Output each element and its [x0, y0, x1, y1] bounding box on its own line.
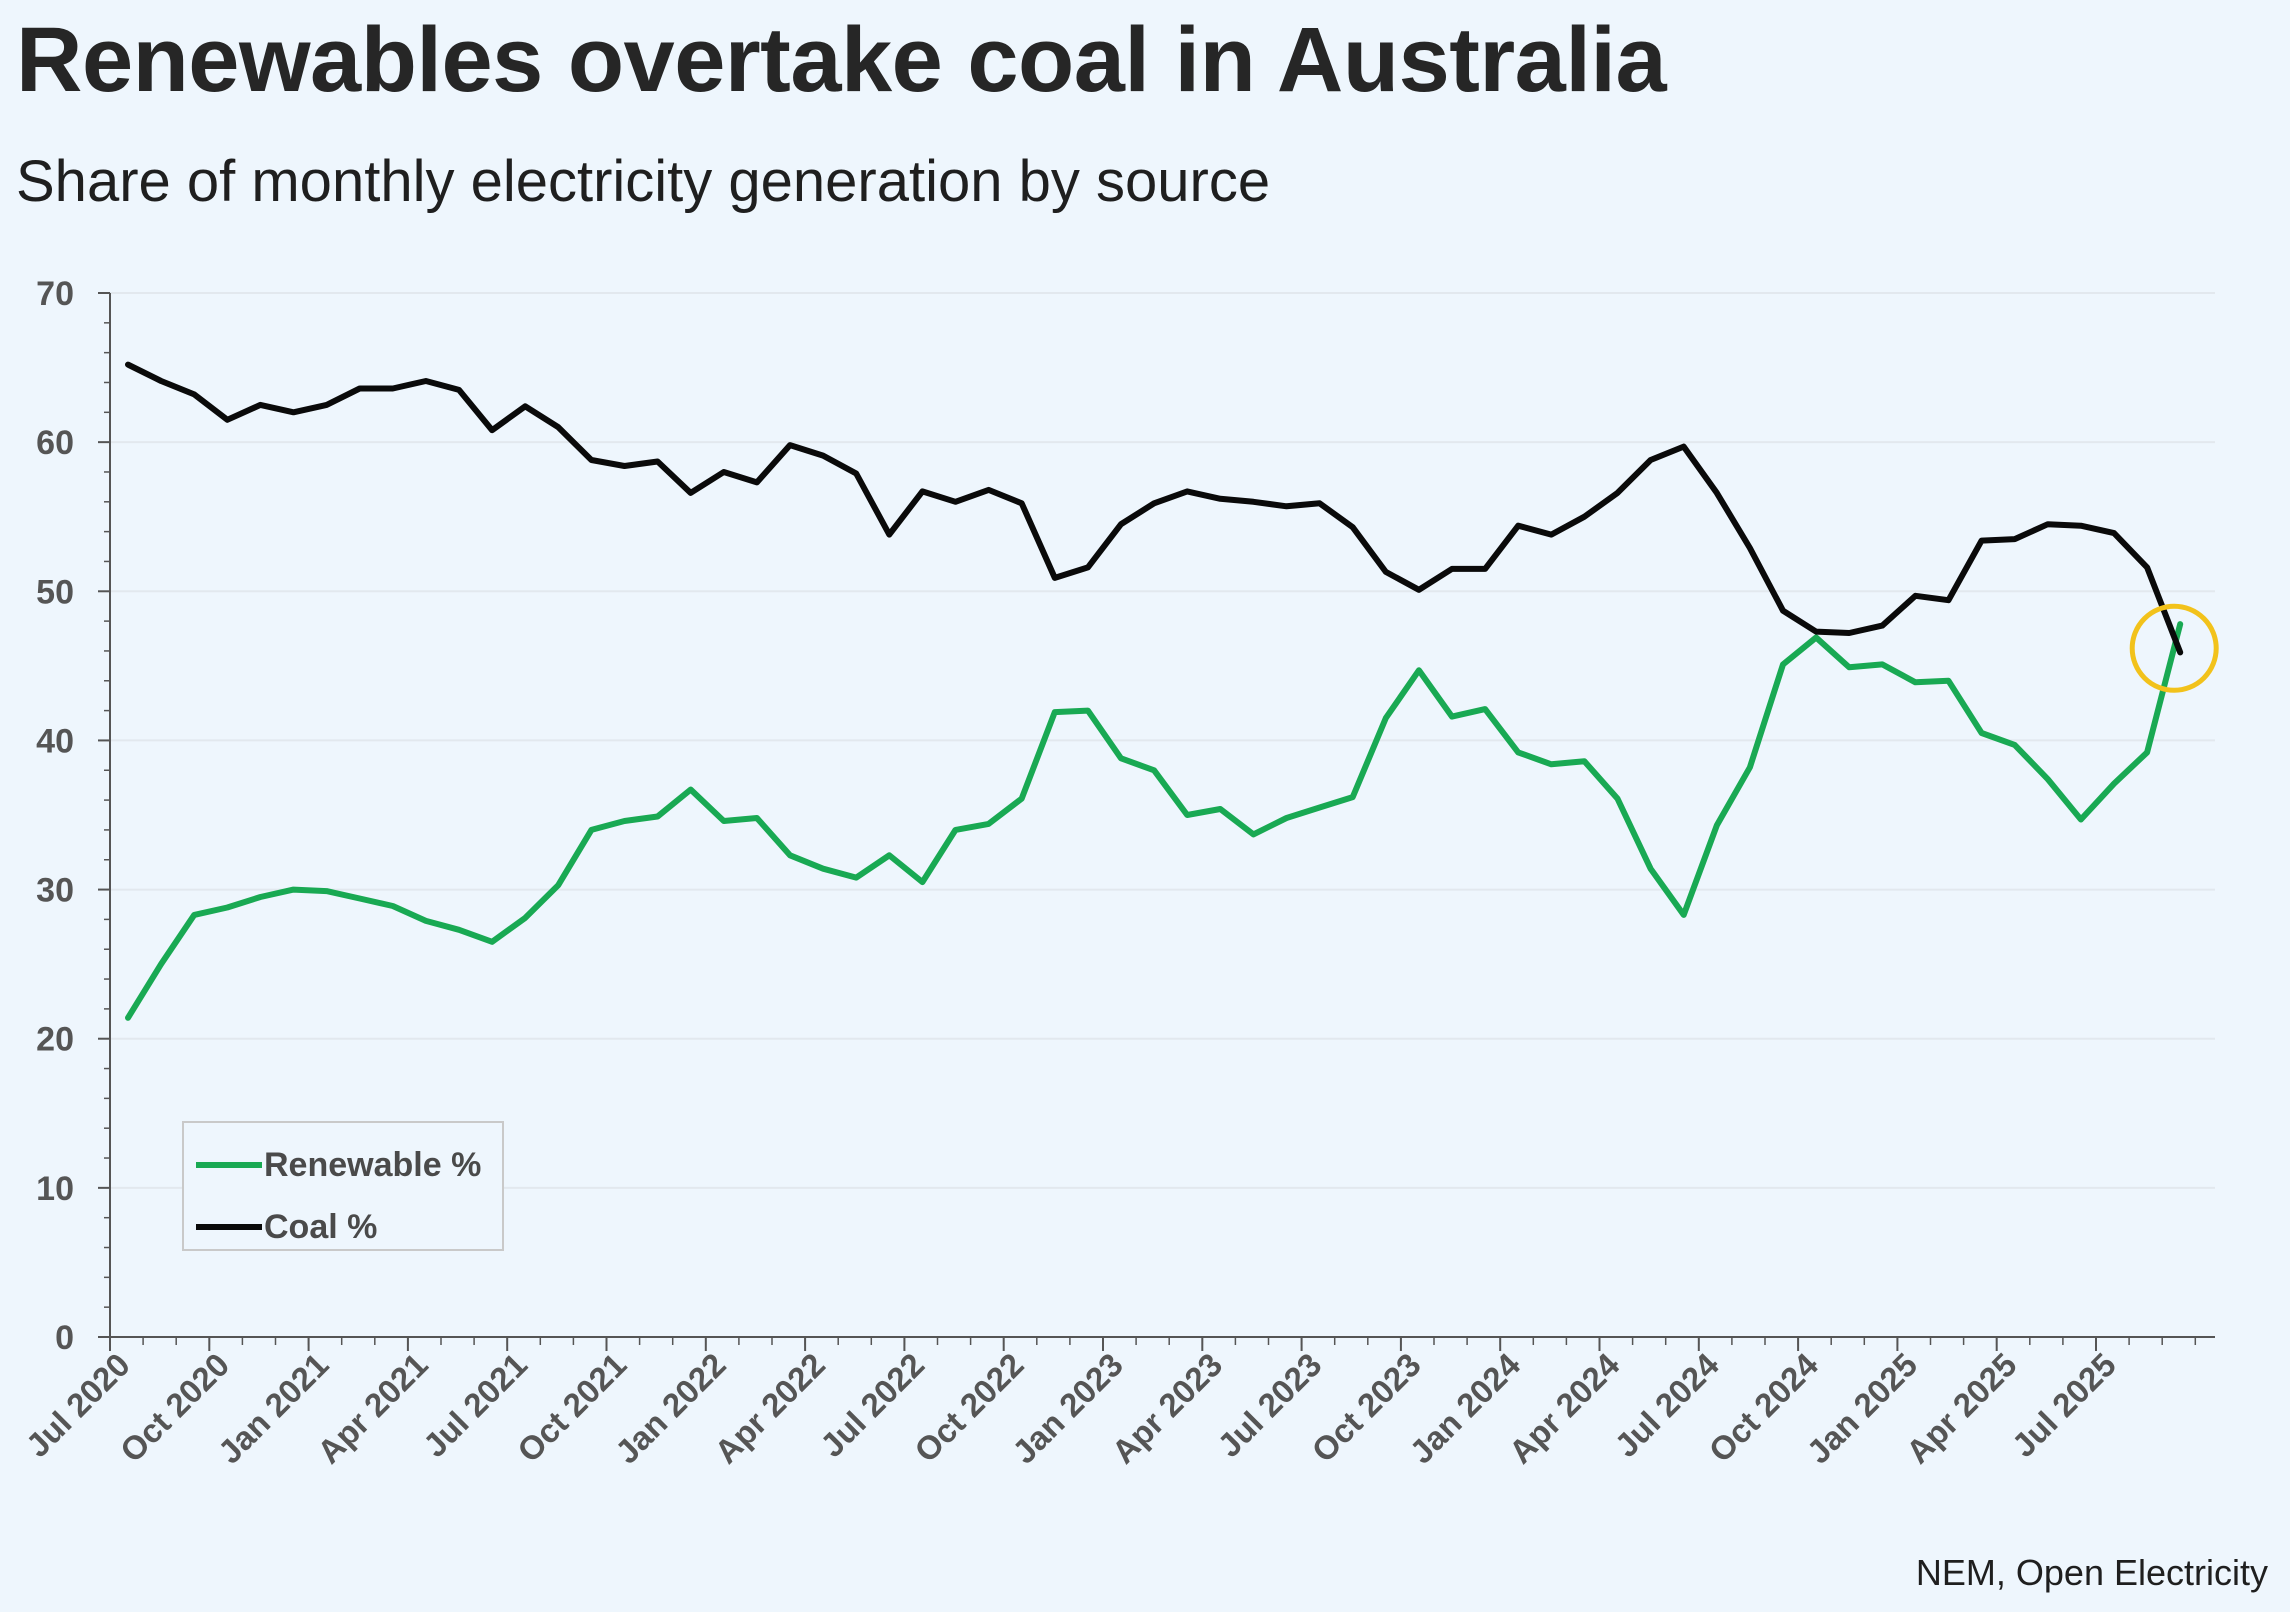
x-tick-label: Apr 2023 — [1105, 1346, 1230, 1471]
legend-swatch-renewable — [196, 1162, 262, 1168]
legend-item-coal: Coal % — [196, 1207, 377, 1247]
series-lines — [125, 361, 2184, 1021]
y-tick-label: 30 — [36, 872, 74, 910]
gridlines — [110, 292, 2215, 1189]
legend-swatch-coal — [196, 1224, 262, 1230]
annotations — [2129, 603, 2219, 693]
x-tick-label: Jul 2025 — [2005, 1346, 2123, 1464]
y-axis-ticks: 0 10 20 30 40 50 60 70 — [36, 275, 110, 1357]
x-tick-label: Apr 2022 — [707, 1346, 832, 1471]
x-tick-label: Apr 2024 — [1502, 1345, 1627, 1470]
source-note: NEM, Open Electricity — [1915, 1552, 2268, 1593]
coal-line — [125, 361, 2184, 656]
y-tick-label: 40 — [36, 722, 74, 760]
x-tick-label: Apr 2025 — [1899, 1346, 2024, 1471]
y-tick-label: 70 — [36, 275, 74, 313]
legend-item-renewable: Renewable % — [196, 1145, 481, 1185]
chart-subtitle: Share of monthly electricity generation … — [16, 149, 1271, 214]
y-tick-label: 20 — [36, 1021, 74, 1059]
legend-label-coal: Coal % — [264, 1207, 378, 1246]
y-tick-label: 50 — [36, 573, 74, 611]
chart-title: Renewables overtake coal in Australia — [16, 9, 1667, 111]
y-tick-label: 0 — [55, 1319, 74, 1357]
legend-label-renewable: Renewable % — [264, 1145, 482, 1184]
x-tick-label: Apr 2021 — [310, 1346, 435, 1471]
y-tick-label: 60 — [36, 424, 74, 462]
renewable-line — [125, 621, 2184, 1021]
y-tick-label: 10 — [36, 1170, 74, 1208]
crossover-highlight-circle — [2129, 603, 2219, 693]
legend: Renewable % Coal % — [182, 1121, 504, 1251]
